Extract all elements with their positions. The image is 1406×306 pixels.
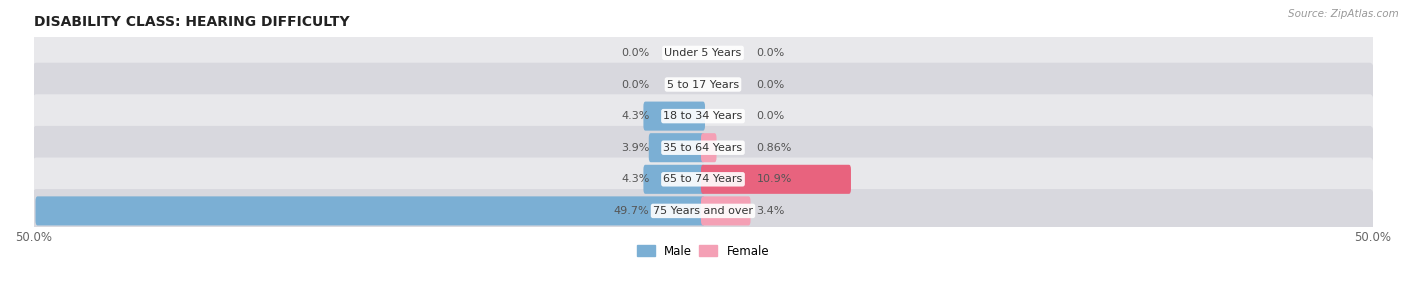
FancyBboxPatch shape (702, 133, 717, 162)
Text: 0.0%: 0.0% (756, 48, 785, 58)
FancyBboxPatch shape (32, 31, 1374, 75)
Text: 5 to 17 Years: 5 to 17 Years (666, 80, 740, 90)
Text: 0.0%: 0.0% (621, 80, 650, 90)
Text: 3.9%: 3.9% (621, 143, 650, 153)
FancyBboxPatch shape (35, 196, 704, 226)
FancyBboxPatch shape (32, 158, 1374, 201)
Text: 0.86%: 0.86% (756, 143, 792, 153)
Text: DISABILITY CLASS: HEARING DIFFICULTY: DISABILITY CLASS: HEARING DIFFICULTY (34, 15, 349, 29)
Text: 3.4%: 3.4% (756, 206, 785, 216)
Text: Source: ZipAtlas.com: Source: ZipAtlas.com (1288, 9, 1399, 19)
FancyBboxPatch shape (32, 126, 1374, 170)
FancyBboxPatch shape (648, 133, 704, 162)
Legend: Male, Female: Male, Female (633, 240, 773, 263)
Text: 0.0%: 0.0% (756, 111, 785, 121)
Text: 75 Years and over: 75 Years and over (652, 206, 754, 216)
Text: 18 to 34 Years: 18 to 34 Years (664, 111, 742, 121)
FancyBboxPatch shape (32, 63, 1374, 106)
Text: 4.3%: 4.3% (621, 174, 650, 184)
Text: 65 to 74 Years: 65 to 74 Years (664, 174, 742, 184)
Text: 0.0%: 0.0% (621, 48, 650, 58)
FancyBboxPatch shape (32, 94, 1374, 138)
Text: 4.3%: 4.3% (621, 111, 650, 121)
Text: Under 5 Years: Under 5 Years (665, 48, 741, 58)
Text: 10.9%: 10.9% (756, 174, 792, 184)
Text: 35 to 64 Years: 35 to 64 Years (664, 143, 742, 153)
Text: 49.7%: 49.7% (614, 206, 650, 216)
Text: 0.0%: 0.0% (756, 80, 785, 90)
FancyBboxPatch shape (644, 165, 704, 194)
FancyBboxPatch shape (702, 196, 751, 226)
FancyBboxPatch shape (32, 189, 1374, 233)
FancyBboxPatch shape (702, 165, 851, 194)
FancyBboxPatch shape (644, 102, 704, 131)
